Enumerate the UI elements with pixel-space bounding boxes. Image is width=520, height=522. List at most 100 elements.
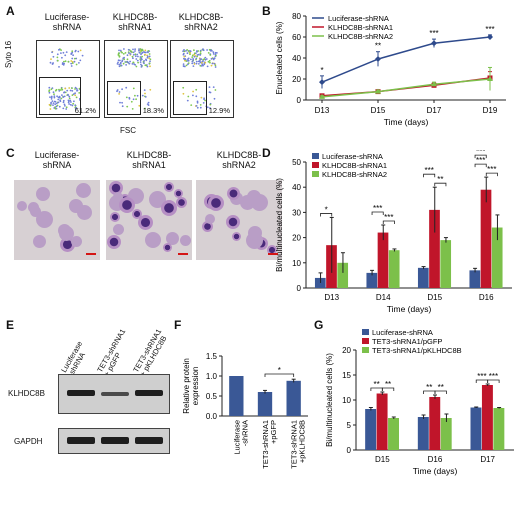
facs-dot (138, 48, 140, 50)
cell (205, 214, 215, 224)
facs-dot (126, 58, 129, 61)
chart-f-bar (257, 392, 273, 416)
chart-b-y-tick-label: 20 (292, 75, 301, 84)
chart-g-x-tick-label: D15 (375, 455, 390, 464)
facs-dot (149, 60, 151, 63)
facs-dot (132, 51, 135, 54)
facs-dot (127, 48, 130, 51)
cell (248, 226, 262, 240)
chart-g-significance: ** (373, 380, 379, 389)
chart-b-point (487, 76, 493, 81)
facs-scatter (48, 48, 84, 110)
scale-bar (178, 253, 188, 255)
facs-title-1: Luciferase- shRNA (44, 12, 90, 32)
facs-dot (56, 95, 58, 98)
facs-dot (190, 104, 193, 106)
cell (113, 224, 124, 235)
panel-letter-e: E (6, 318, 15, 332)
facs-dot (73, 57, 76, 60)
facs-dot (192, 65, 195, 67)
chart-f-bar (286, 380, 301, 416)
facs-dot (195, 62, 198, 65)
chart-d-bar (440, 240, 452, 288)
facs-dot (206, 106, 209, 109)
facs-dot (55, 102, 58, 105)
facs-dot (49, 61, 52, 64)
chart-g-legend-label: Luciferase-shRNA (372, 328, 433, 337)
facs-dot (199, 50, 202, 53)
chart-b-point (319, 79, 325, 86)
cell (119, 197, 135, 213)
chart-f-x-tick-label: Luciferase (232, 420, 241, 455)
facs-dot (191, 54, 194, 57)
chart-b-series-line (321, 78, 491, 98)
facs-dot (204, 99, 206, 102)
facs-dot (195, 105, 198, 107)
facs-dot (62, 99, 65, 102)
cell (174, 189, 183, 198)
facs-dot (183, 65, 185, 68)
facs-dot (133, 63, 136, 65)
facs-dot (193, 49, 195, 52)
facs-dot (196, 50, 198, 52)
blot-band (101, 437, 129, 444)
facs-dot (213, 97, 216, 100)
facs-dot (70, 62, 73, 65)
chart-g-bar (429, 397, 441, 450)
facs-dot (78, 87, 81, 90)
facs-dot (182, 86, 185, 89)
facs-dot (69, 103, 72, 106)
facs-dot (209, 54, 212, 56)
facs-dot (117, 61, 119, 64)
facs-dot (144, 96, 147, 98)
facs-dot (49, 108, 52, 110)
panel-letter-f: F (174, 318, 182, 332)
facs-dot (203, 97, 205, 100)
facs-dot (187, 58, 189, 61)
facs-dot (216, 52, 218, 54)
chart-d-bar (417, 267, 429, 288)
facs-dot (182, 92, 185, 95)
facs-ylabel: Syto 16 (4, 40, 13, 68)
chart-b-significance: ** (375, 42, 381, 51)
chart-d-legend-swatch (312, 162, 319, 168)
chart-d-bar (429, 209, 440, 288)
cell (113, 192, 123, 202)
facs-dot (118, 93, 120, 95)
chart-g: 0 5 10 15 20 Bi/multinucleated cells (%) D15 D1… (325, 328, 514, 476)
facs-dot (60, 97, 63, 100)
cell (226, 215, 240, 229)
facs-dot (59, 89, 62, 91)
micro-title-2: KLHDC8B- shRNA1 (126, 150, 172, 170)
facs-dot (119, 61, 122, 64)
facs-dot (199, 58, 202, 60)
chart-g-significance: ** (438, 383, 444, 392)
facs-dot (71, 50, 74, 53)
facs-dot (137, 55, 139, 58)
facs-dot (123, 56, 125, 59)
facs-dot (135, 65, 138, 68)
facs-dot (76, 89, 78, 92)
cell (69, 199, 83, 213)
facs-dot (135, 98, 137, 101)
chart-g-bar (376, 393, 388, 450)
facs-dot (212, 51, 215, 54)
cell (36, 187, 50, 201)
facs-dot (74, 88, 76, 90)
facs-dot (190, 58, 192, 61)
facs-percent: 12.9% (208, 106, 230, 115)
blot-lane-labels: Luciferase -shRNA TET3-shRNA1 + pGFP TET… (58, 322, 168, 378)
chart-g-significance: *** (477, 372, 486, 381)
facs-dot (52, 104, 54, 106)
blot-row-label-klhdc8b: KLHDC8B (8, 389, 45, 398)
facs-gate (107, 81, 141, 115)
scale-bar (86, 253, 96, 255)
chart-d-x-tick-label: D15 (427, 293, 442, 302)
facs-dot (140, 66, 143, 68)
facs-dot (184, 58, 187, 60)
chart-d: 0 10 20 30 40 50 Bi/multinucleated cells (%) D1… (275, 150, 512, 314)
chart-g-bar (440, 418, 452, 450)
facs-dot (137, 61, 139, 64)
facs-dot (52, 55, 55, 58)
facs-dot (54, 107, 57, 110)
